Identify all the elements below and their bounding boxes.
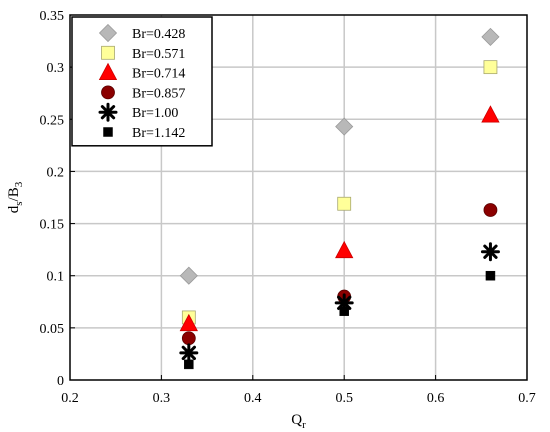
triangle-marker	[335, 240, 354, 259]
legend-box	[71, 16, 213, 147]
x-tick-label: 0.3	[153, 391, 171, 406]
x-tick-label: 0.7	[518, 391, 536, 406]
legend-marker	[98, 62, 118, 80]
square-marker	[483, 60, 498, 75]
data-point	[179, 266, 198, 285]
square-marker	[337, 196, 352, 211]
asterisk-marker-stroke	[483, 244, 498, 259]
small-square-marker	[485, 270, 496, 281]
diamond-marker	[98, 23, 118, 43]
legend-label: Br=0.857	[132, 86, 185, 101]
plot-area-frame	[69, 14, 528, 381]
data-point	[481, 27, 500, 46]
legend-marker	[98, 102, 118, 122]
triangle-marker	[481, 105, 500, 123]
x-axis-title-main: Q	[291, 412, 302, 428]
x-axis-title: Qr	[291, 412, 306, 431]
data-point	[335, 240, 354, 259]
legend-marker	[101, 85, 115, 100]
y-axis-title: ds/B3	[6, 181, 25, 213]
legend-marker	[98, 23, 118, 43]
y-tick-label: 0.1	[47, 270, 65, 285]
data-point	[483, 203, 498, 217]
legend-label: Br=0.714	[132, 67, 185, 82]
circle-marker	[483, 203, 498, 217]
data-point	[335, 117, 354, 136]
data-point	[480, 242, 500, 262]
y-tick-label: 0	[57, 374, 64, 389]
diamond-marker	[179, 266, 198, 285]
small-square-marker	[184, 359, 194, 370]
legend-label: Br=0.571	[132, 47, 185, 62]
circle-marker	[181, 331, 196, 346]
x-axis-title-subscript: r	[302, 419, 306, 431]
square-marker	[101, 45, 115, 60]
asterisk-marker-stroke	[181, 345, 196, 361]
axis-ticks: 0.2 0.3 0.4 0.5 0.6 0.7 0 0.05 0.1 0.15 0.2 0.25 0.3…	[40, 9, 536, 406]
data-point	[181, 331, 196, 346]
y-tick-label: 0.15	[40, 218, 65, 233]
data-point	[179, 313, 198, 332]
y-tick-label: 0.25	[40, 113, 65, 128]
triangle-marker	[179, 313, 198, 332]
x-tick-label: 0.2	[61, 391, 79, 406]
y-tick-label: 0.2	[47, 165, 65, 180]
diamond-marker	[481, 27, 500, 46]
legend-label: Br=1.00	[132, 106, 178, 121]
triangle-marker	[98, 62, 118, 80]
x-tick-label: 0.4	[244, 391, 262, 406]
legend-marker	[101, 45, 115, 60]
data-point	[481, 105, 500, 123]
data-points	[179, 27, 500, 370]
y-axis-title-subscript-2: 3	[13, 181, 25, 187]
legend-marker	[103, 127, 113, 137]
y-axis-title-main: d	[6, 205, 22, 213]
circle-marker	[101, 85, 115, 100]
data-point	[179, 343, 199, 363]
data-point	[337, 196, 352, 211]
small-square-marker	[103, 127, 113, 137]
x-tick-label: 0.6	[427, 391, 445, 406]
y-tick-label: 0.35	[40, 9, 65, 24]
data-point	[483, 60, 498, 75]
data-point	[339, 306, 349, 316]
diamond-marker	[335, 117, 354, 136]
y-tick-label: 0.05	[40, 322, 65, 337]
legend-label: Br=0.428	[132, 27, 185, 42]
y-tick-label: 0.3	[47, 61, 65, 76]
data-point	[485, 270, 496, 281]
data-point	[184, 359, 194, 370]
small-square-marker	[339, 306, 349, 316]
legend-label: Br=1.142	[132, 126, 185, 141]
y-axis-title-mid: /B	[6, 187, 22, 201]
asterisk-marker-stroke	[100, 105, 116, 120]
x-tick-label: 0.5	[335, 391, 353, 406]
legend: Br=0.428 Br=0.571 Br=0.714 Br=0.857 Br=1.00 B…	[71, 16, 213, 147]
y-axis-title-subscript-1: s	[13, 201, 25, 205]
